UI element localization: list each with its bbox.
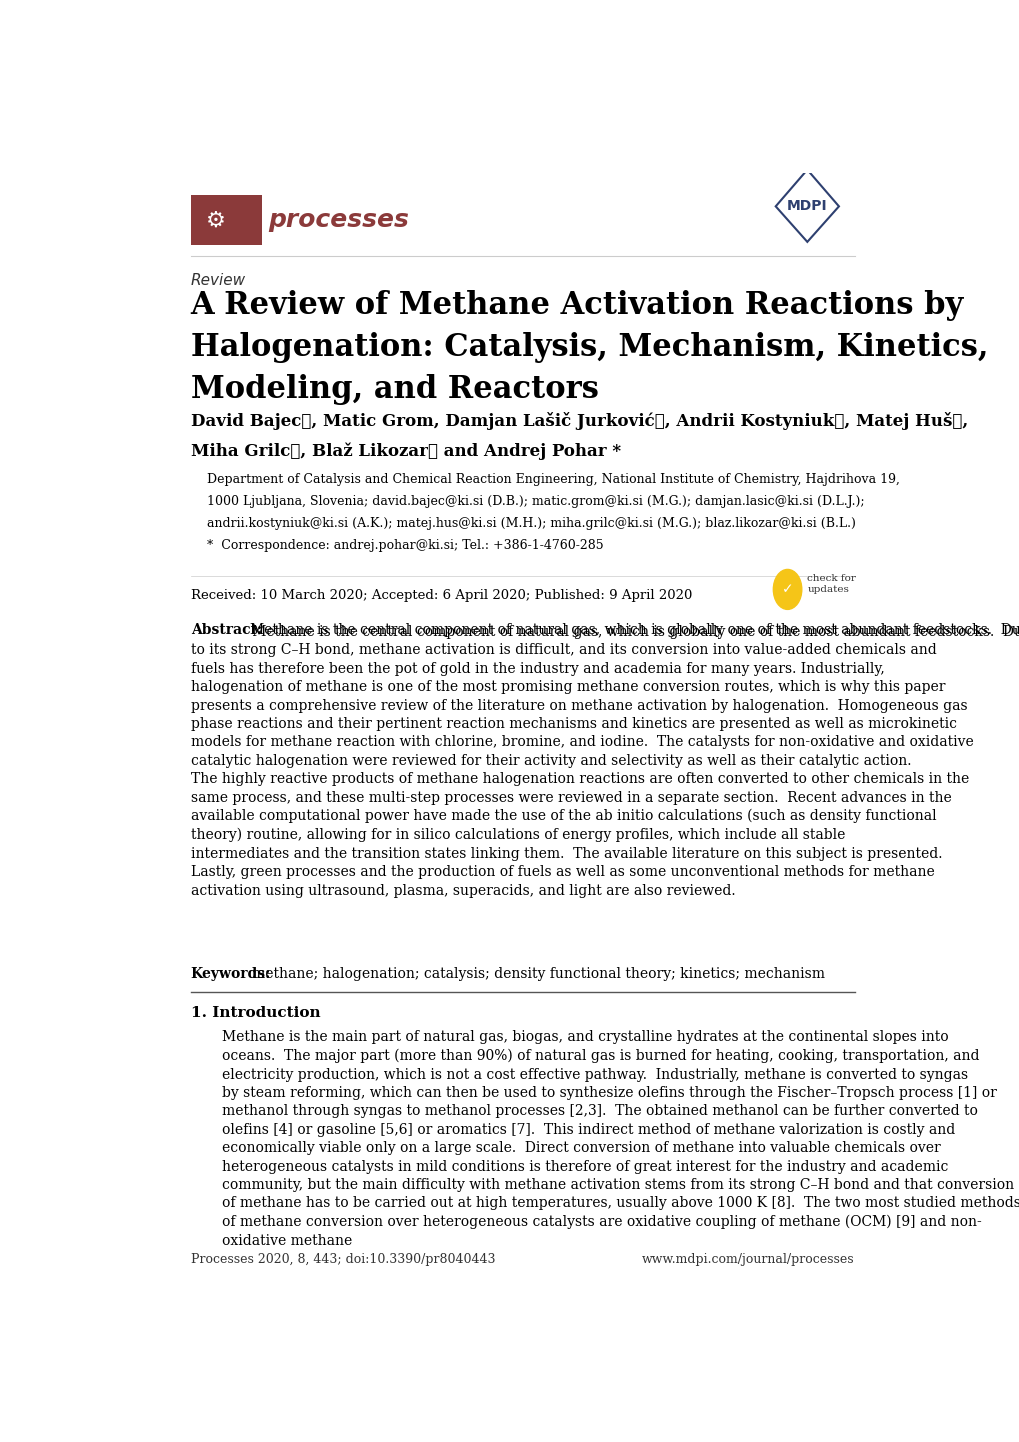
- FancyBboxPatch shape: [191, 195, 262, 245]
- Text: Received: 10 March 2020; Accepted: 6 April 2020; Published: 9 April 2020: Received: 10 March 2020; Accepted: 6 Apr…: [191, 590, 692, 603]
- Text: methane; halogenation; catalysis; density functional theory; kinetics; mechanism: methane; halogenation; catalysis; densit…: [252, 968, 823, 981]
- Text: Abstract:: Abstract:: [191, 623, 262, 637]
- Text: Methane is the central component of natural gas, which is globally one of the mo: Methane is the central component of natu…: [191, 624, 1019, 897]
- Text: MDPI: MDPI: [787, 199, 826, 213]
- Text: Miha Grilcⓘ, Blaž Likozarⓘ and Andrej Pohar *: Miha Grilcⓘ, Blaž Likozarⓘ and Andrej Po…: [191, 443, 621, 460]
- Text: ⚙: ⚙: [206, 211, 225, 231]
- Text: Department of Catalysis and Chemical Reaction Engineering, National Institute of: Department of Catalysis and Chemical Rea…: [206, 473, 899, 486]
- Text: andrii.kostyniuk@ki.si (A.K.); matej.hus@ki.si (M.H.); miha.grilc@ki.si (M.G.); : andrii.kostyniuk@ki.si (A.K.); matej.hus…: [206, 518, 855, 531]
- Text: Keywords:: Keywords:: [191, 968, 271, 981]
- Text: 1. Introduction: 1. Introduction: [191, 1007, 320, 1019]
- Text: www.mdpi.com/journal/processes: www.mdpi.com/journal/processes: [642, 1253, 854, 1266]
- Text: *  Correspondence: andrej.pohar@ki.si; Tel.: +386-1-4760-285: * Correspondence: andrej.pohar@ki.si; Te…: [206, 539, 602, 552]
- Text: processes: processes: [268, 208, 409, 232]
- Text: Modeling, and Reactors: Modeling, and Reactors: [191, 373, 598, 405]
- Text: Methane is the main part of natural gas, biogas, and crystalline hydrates at the: Methane is the main part of natural gas,…: [222, 1030, 1019, 1247]
- Text: A Review of Methane Activation Reactions by: A Review of Methane Activation Reactions…: [191, 290, 963, 320]
- Text: David Bajecⓘ, Matic Grom, Damjan Lašič Jurkovićⓘ, Andrii Kostyniukⓘ, Matej Hušⓘ,: David Bajecⓘ, Matic Grom, Damjan Lašič J…: [191, 412, 967, 430]
- Text: Methane is the central component of natural gas, which is globally one of the mo: Methane is the central component of natu…: [250, 623, 1019, 637]
- Text: 1000 Ljubljana, Slovenia; david.bajec@ki.si (D.B.); matic.grom@ki.si (M.G.); dam: 1000 Ljubljana, Slovenia; david.bajec@ki…: [206, 495, 863, 508]
- Circle shape: [772, 570, 801, 610]
- Text: ✓: ✓: [781, 583, 793, 597]
- Text: Halogenation: Catalysis, Mechanism, Kinetics,: Halogenation: Catalysis, Mechanism, Kine…: [191, 332, 987, 363]
- Text: check for
updates: check for updates: [807, 574, 855, 594]
- Text: Review: Review: [191, 273, 246, 288]
- Text: Processes 2020, 8, 443; doi:10.3390/pr8040443: Processes 2020, 8, 443; doi:10.3390/pr80…: [191, 1253, 495, 1266]
